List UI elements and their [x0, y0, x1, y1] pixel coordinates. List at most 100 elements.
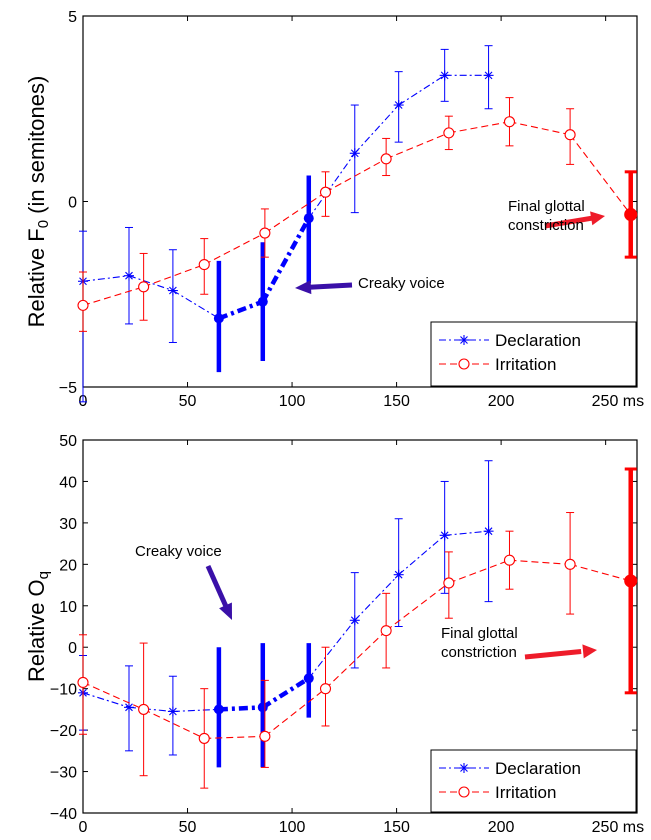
data-point	[380, 153, 392, 165]
data-point	[483, 526, 494, 537]
data-point	[198, 732, 210, 744]
y-axis-label-tail: (in semitones)	[24, 76, 49, 220]
legend-marker	[458, 786, 470, 798]
data-point	[303, 213, 314, 224]
data-point	[393, 569, 404, 580]
data-point	[319, 186, 332, 198]
y-tick-label: −5	[59, 380, 77, 397]
chart-panel-2: 0 50 100 150 200 250 ms −40 −30 −20 −10 0 10 20 30 40 5…	[24, 433, 644, 836]
x-tick-label: 150	[383, 819, 410, 836]
x-tick-label: 0	[79, 819, 88, 836]
series-line-segment	[203, 232, 266, 266]
x-tick-label: 50	[179, 819, 197, 836]
legend-marker	[459, 763, 469, 773]
y-axis-label: Relative Oq	[24, 571, 52, 682]
data-point	[483, 70, 494, 81]
series-line-segment	[82, 681, 144, 710]
x-tick-label: 200	[488, 393, 515, 410]
creaky-voice-arrow-head	[295, 280, 312, 295]
data-point	[259, 730, 271, 742]
data-point	[257, 702, 268, 713]
final-glottal-label: Final glottal	[441, 625, 518, 642]
y-tick-label: 20	[59, 557, 77, 574]
y-tick-label: −10	[50, 682, 77, 699]
y-axis-label-main: Relative F	[24, 228, 49, 327]
series-line-segment	[308, 619, 356, 679]
y-tick-label: −40	[50, 806, 77, 823]
series-line-segment	[143, 708, 205, 739]
legend-box	[430, 749, 637, 813]
y-tick-label: 5	[68, 9, 77, 26]
y-tick-label: 10	[59, 599, 77, 616]
series-line-segment	[444, 530, 489, 536]
legend-marker	[458, 358, 470, 370]
data-point	[167, 285, 178, 296]
data-point	[349, 148, 360, 159]
x-tick-label: 250 ms	[592, 393, 644, 410]
final-glottal-label: Final glottal	[508, 198, 585, 215]
x-tick-label: 100	[279, 819, 306, 836]
legend-label: Declaration	[495, 331, 581, 350]
data-point	[439, 70, 450, 81]
data-point	[443, 577, 455, 589]
legend-label: Irritation	[495, 783, 556, 802]
y-tick-label: 30	[59, 516, 77, 533]
data-point	[439, 530, 450, 541]
data-point	[123, 270, 134, 281]
data-point	[303, 673, 314, 684]
series-line-segment	[264, 191, 326, 234]
series-line-segment	[82, 692, 130, 708]
x-tick-label: 150	[383, 393, 410, 410]
chart-panel-1: 0 50 100 150 200 250 ms −5 0 5 Relative F0 (in se…	[24, 9, 644, 410]
final-glottal-label: constriction	[441, 644, 517, 661]
y-axis-label-main: Relative O	[24, 579, 49, 682]
data-point	[349, 615, 360, 626]
series-line-segment	[569, 134, 632, 215]
series-line-segment	[354, 574, 400, 621]
y-tick-label: 0	[68, 640, 77, 657]
data-point	[213, 313, 224, 324]
y-tick-label: 0	[68, 195, 77, 212]
creaky-voice-label: Creaky voice	[135, 543, 222, 560]
y-axis-label-sub: 0	[35, 220, 52, 228]
series-line-segment	[325, 158, 387, 193]
series-line-segment	[308, 152, 356, 219]
final-glottal-label: constriction	[508, 217, 584, 234]
x-tick-label: 250 ms	[592, 819, 644, 836]
y-axis-label-sub: q	[35, 571, 52, 579]
data-point	[443, 127, 455, 139]
data-point	[257, 296, 268, 307]
data-point	[624, 207, 638, 222]
series-line-segment	[218, 705, 263, 712]
series-line-segment	[261, 676, 310, 710]
creaky-voice-label: Creaky voice	[358, 275, 445, 292]
data-point	[564, 129, 576, 141]
series-irritation	[77, 467, 638, 789]
data-point	[319, 683, 332, 695]
series-line-segment	[354, 104, 400, 154]
data-point	[213, 704, 224, 715]
series-line-segment	[385, 582, 450, 632]
series-irritation	[77, 97, 638, 332]
legend: Declaration Irritation	[430, 749, 637, 813]
data-point	[503, 554, 516, 566]
creaky-voice-arrow-head	[219, 602, 232, 620]
final-glottal-arrow-head	[590, 211, 605, 226]
legend-marker	[459, 335, 469, 345]
data-point	[167, 706, 178, 717]
data-point	[503, 116, 516, 128]
data-point	[624, 574, 638, 588]
final-glottal-arrow	[544, 215, 593, 229]
series-line-segment	[385, 132, 450, 160]
creaky-voice-arrow	[309, 282, 353, 290]
data-point	[393, 100, 404, 111]
series-line-segment	[204, 735, 265, 739]
series-line-segment	[509, 559, 571, 565]
y-axis-label: Relative F0 (in semitones)	[24, 76, 52, 328]
data-point	[77, 676, 89, 689]
y-tick-label: −30	[50, 765, 77, 782]
x-tick-label: 200	[488, 819, 515, 836]
creaky-voice-arrow	[205, 564, 229, 608]
series-line-segment	[264, 688, 326, 737]
data-point	[77, 299, 89, 311]
